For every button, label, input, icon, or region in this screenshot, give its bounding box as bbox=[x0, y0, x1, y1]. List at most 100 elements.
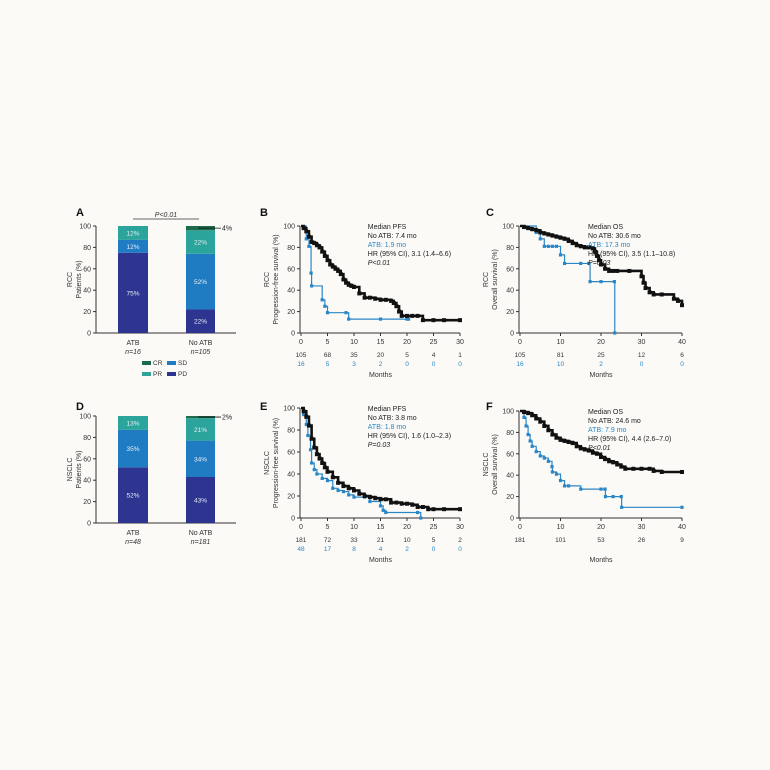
annotation-line: HR (95% CI), 3.1 (1.4–6.6) bbox=[368, 251, 451, 258]
at-risk-no-atb: 26 bbox=[638, 537, 646, 544]
bar-segment-pr bbox=[186, 230, 215, 254]
censor-mark bbox=[574, 444, 579, 449]
censor-mark bbox=[349, 283, 354, 288]
censor-mark bbox=[558, 478, 563, 483]
censor-mark bbox=[639, 274, 644, 279]
censor-mark bbox=[312, 241, 317, 246]
y-tick-label: 100 bbox=[283, 224, 295, 231]
panel-label: E bbox=[260, 401, 267, 413]
at-risk-atb: 4 bbox=[379, 546, 383, 553]
at-risk-no-atb: 25 bbox=[597, 352, 605, 359]
censor-mark bbox=[619, 464, 624, 469]
censor-mark bbox=[599, 262, 603, 267]
censor-mark bbox=[352, 488, 356, 493]
censor-mark bbox=[344, 311, 348, 315]
censor-mark bbox=[426, 507, 431, 512]
censor-mark bbox=[420, 505, 425, 509]
survival-curve bbox=[520, 225, 616, 333]
bar-segment-pr bbox=[186, 418, 215, 441]
censor-mark bbox=[315, 472, 319, 476]
censor-mark bbox=[312, 445, 317, 450]
censor-mark bbox=[611, 495, 615, 499]
censor-mark bbox=[603, 457, 608, 462]
number-at-risk: 105 68 35 20 5 4 116 5 3 2 0 0 0 bbox=[296, 352, 463, 368]
censor-mark bbox=[590, 246, 595, 251]
curve-no-atb bbox=[301, 224, 462, 323]
x-tick-label: 10 bbox=[557, 524, 565, 531]
x-axis-label: Months bbox=[590, 372, 613, 379]
censor-mark bbox=[373, 296, 378, 301]
y-tick-label: 80 bbox=[83, 435, 91, 442]
annotation: Median OS No ATB: 24.6 mo ATB: 7.9 mo HR (9… bbox=[588, 409, 671, 452]
censor-mark bbox=[383, 297, 388, 302]
censor-mark bbox=[357, 291, 362, 296]
censor-mark bbox=[522, 225, 527, 230]
at-risk-atb: 0 bbox=[432, 361, 436, 368]
censor-mark bbox=[362, 295, 367, 300]
at-risk-no-atb: 4 bbox=[432, 352, 436, 359]
censor-mark bbox=[671, 296, 676, 301]
y-tick-label: 60 bbox=[83, 266, 91, 273]
censor-mark bbox=[647, 290, 652, 295]
annotation-line: No ATB: 30.6 mo bbox=[588, 233, 641, 240]
at-risk-atb: 0 bbox=[680, 361, 684, 368]
censor-mark bbox=[526, 432, 530, 437]
y-tick-label: 0 bbox=[510, 331, 514, 338]
x-tick-label: 20 bbox=[597, 524, 605, 531]
censor-mark bbox=[306, 423, 311, 428]
y-tick-label: 20 bbox=[287, 309, 295, 316]
censor-mark bbox=[325, 258, 330, 263]
censor-mark bbox=[378, 497, 383, 502]
censor-mark bbox=[352, 495, 356, 499]
censor-mark bbox=[590, 450, 595, 455]
censor-mark bbox=[566, 238, 571, 243]
censor-mark bbox=[419, 516, 423, 520]
y-tick-label: 20 bbox=[506, 494, 514, 501]
at-risk-atb: 5 bbox=[326, 361, 330, 368]
censor-mark bbox=[578, 244, 583, 249]
censor-mark bbox=[406, 317, 411, 321]
x-tick-label: 10 bbox=[350, 524, 358, 531]
censor-mark bbox=[554, 244, 559, 248]
censor-mark bbox=[330, 264, 335, 269]
censor-mark bbox=[347, 493, 351, 497]
bar-segment-label: 22% bbox=[194, 240, 207, 247]
censor-mark bbox=[550, 470, 554, 474]
y-tick-label: 60 bbox=[506, 266, 514, 273]
at-risk-no-atb: 12 bbox=[638, 352, 646, 359]
y-axis-label: RCC Patients (%) bbox=[67, 260, 83, 298]
bar-segment-label: 21% bbox=[194, 427, 207, 434]
y-tick-label: 80 bbox=[287, 428, 295, 435]
y-tick-label: 40 bbox=[83, 288, 91, 295]
censor-mark bbox=[534, 228, 539, 233]
bar-atb: 52% 35% 13% ATB n=48 bbox=[118, 416, 148, 546]
annotation-line: Median PFS bbox=[368, 406, 407, 413]
bar-segment-sd bbox=[118, 429, 148, 468]
censor-mark bbox=[651, 468, 656, 473]
p-value: P<0.01 bbox=[368, 260, 390, 267]
censor-mark bbox=[588, 280, 592, 284]
censor-mark bbox=[623, 466, 628, 471]
censor-mark bbox=[301, 409, 306, 414]
panel-label: A bbox=[76, 207, 84, 219]
x-tick-label: 20 bbox=[403, 524, 411, 531]
p-value: P<0.01 bbox=[588, 445, 610, 452]
bar-segment-sd bbox=[186, 253, 215, 310]
y-tick-label: 20 bbox=[506, 309, 514, 316]
x-axis-label: Months bbox=[369, 557, 392, 564]
censor-mark bbox=[317, 245, 322, 250]
number-at-risk: 181 72 33 21 10 5 2 48 17 8 4 2 0 0 bbox=[296, 537, 463, 553]
censor-mark bbox=[528, 439, 532, 443]
annotation: Median PFS No ATB: 7.4 mo ATB: 1.9 mo HR (9… bbox=[368, 224, 451, 267]
bar-segment-pd bbox=[118, 467, 148, 523]
p-value: P=0.03 bbox=[368, 442, 390, 449]
censor-mark bbox=[550, 244, 554, 248]
at-risk-no-atb: 81 bbox=[557, 352, 565, 359]
censor-mark bbox=[550, 465, 554, 469]
bar-segment-label: 12% bbox=[126, 230, 139, 237]
censor-mark bbox=[538, 419, 543, 424]
bar-segment-label: 75% bbox=[126, 290, 139, 297]
censor-mark bbox=[603, 266, 608, 271]
y-tick-label: 40 bbox=[287, 472, 295, 479]
